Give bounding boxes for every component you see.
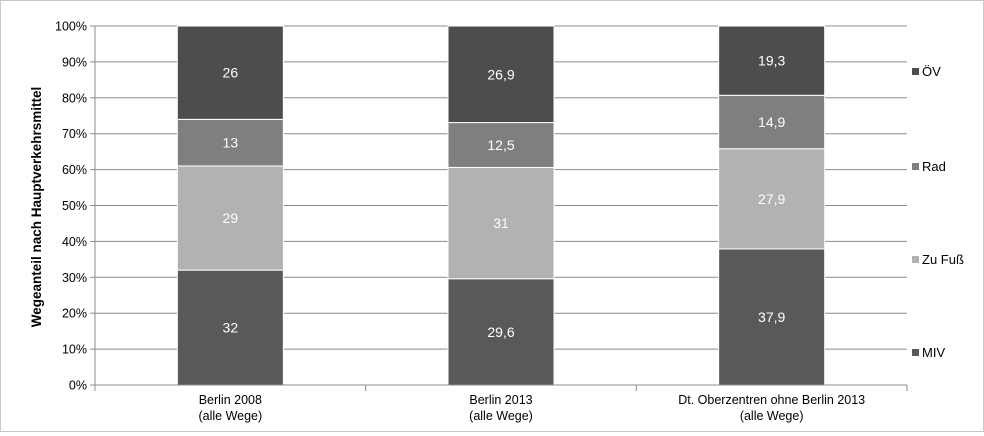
bar-segment bbox=[176, 118, 284, 167]
legend-label: Rad bbox=[922, 159, 946, 174]
data-label: 29 bbox=[223, 210, 239, 226]
data-label: 12,5 bbox=[487, 137, 514, 153]
legend-swatch bbox=[912, 349, 919, 356]
data-label: 37,9 bbox=[758, 309, 785, 325]
bar-segment bbox=[718, 148, 826, 250]
legend-swatch bbox=[912, 163, 919, 170]
y-tick-label: 80% bbox=[62, 91, 87, 105]
y-axis-label: Wegeanteil nach Hauptverkehrsmittel bbox=[29, 87, 44, 328]
x-tick-label: Berlin 2013 bbox=[469, 393, 532, 407]
bar-segment bbox=[176, 25, 284, 120]
y-tick-label: 20% bbox=[62, 307, 87, 321]
bar-segment bbox=[718, 25, 826, 96]
axes: 0% 10% 20% 30% 40% 50% 60% 70% 80% 90% 100% Berlin … bbox=[55, 20, 908, 423]
bar-segment bbox=[447, 25, 555, 124]
bar-segment bbox=[176, 165, 284, 271]
y-tick-label: 10% bbox=[62, 343, 87, 357]
data-label: 19,3 bbox=[758, 53, 785, 69]
x-tick-label: Berlin 2008 bbox=[199, 393, 262, 407]
legend-label: MIV bbox=[922, 345, 945, 360]
y-tick-label: 60% bbox=[62, 163, 87, 177]
y-tick-label: 90% bbox=[62, 55, 87, 69]
data-label: 32 bbox=[223, 320, 239, 336]
y-tick-label: 70% bbox=[62, 127, 87, 141]
x-tick-label-sub: (alle Wege) bbox=[740, 409, 804, 423]
y-tick-label: 0% bbox=[69, 379, 87, 393]
x-tick-label-sub: (alle Wege) bbox=[198, 409, 262, 423]
legend-label: ÖV bbox=[922, 64, 941, 79]
x-tick-label: Dt. Oberzentren ohne Berlin 2013 bbox=[678, 393, 865, 407]
data-label: 13 bbox=[223, 135, 239, 151]
bar-segment bbox=[176, 269, 284, 386]
legend-swatch bbox=[912, 256, 919, 263]
bar-segment bbox=[718, 248, 826, 386]
y-tick-label: 30% bbox=[62, 271, 87, 285]
bars: 32 29 13 26 29,6 31 12,5 26,9 37,9 27,9 14,9 19,3 bbox=[176, 25, 826, 386]
data-label: 14,9 bbox=[758, 114, 785, 130]
legend: MIV Zu Fuß Rad ÖV bbox=[912, 64, 964, 360]
data-label: 26 bbox=[223, 65, 239, 81]
data-label: 27,9 bbox=[758, 191, 785, 207]
legend-swatch bbox=[912, 68, 919, 75]
data-label: 29,6 bbox=[487, 324, 514, 340]
x-tick-label-sub: (alle Wege) bbox=[469, 409, 533, 423]
data-label: 26,9 bbox=[487, 66, 514, 82]
bar-segment bbox=[447, 278, 555, 386]
y-tick-label: 40% bbox=[62, 235, 87, 249]
y-tick-label: 100% bbox=[55, 20, 87, 34]
bar-segment bbox=[718, 94, 826, 150]
data-label: 31 bbox=[493, 215, 509, 231]
legend-label: Zu Fuß bbox=[922, 252, 964, 267]
y-tick-label: 50% bbox=[62, 199, 87, 213]
